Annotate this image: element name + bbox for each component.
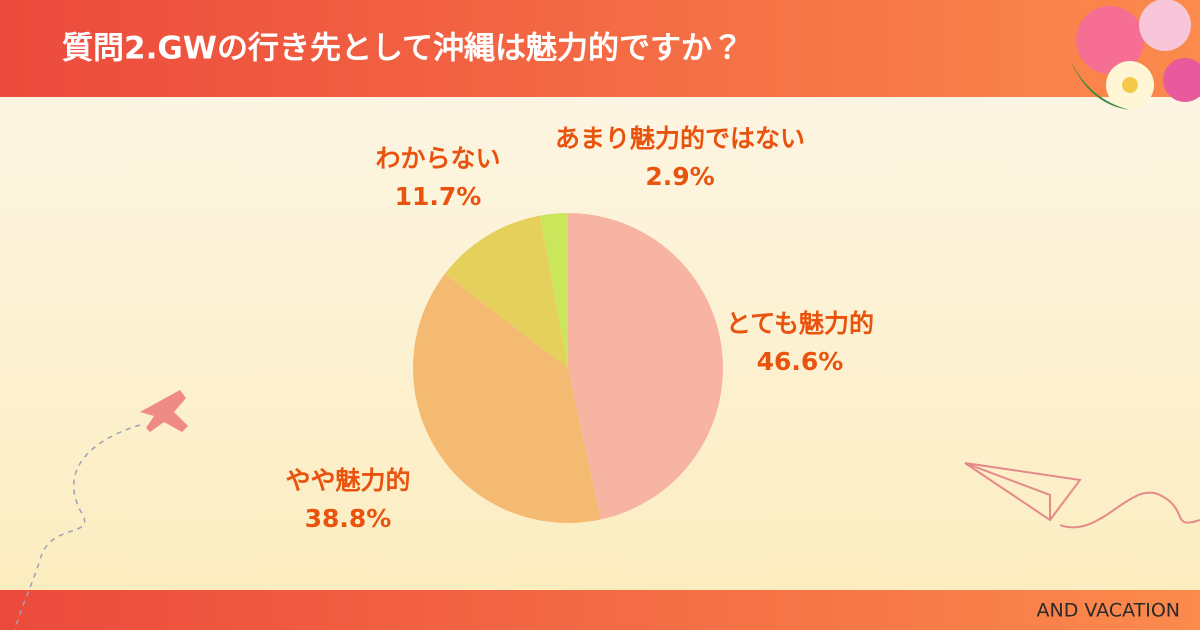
value-label: 46.6% [757, 347, 844, 376]
footer-bar [0, 590, 1200, 630]
paper-plane-decoration [964, 462, 1200, 529]
category-label: とても魅力的 [726, 309, 874, 338]
title-banner [0, 0, 1200, 97]
value-label: 11.7% [395, 182, 482, 211]
category-label: やや魅力的 [285, 466, 410, 495]
value-label: 2.9% [645, 162, 714, 191]
category-label: あまり魅力的ではない [555, 124, 805, 153]
category-label: わからない [375, 144, 500, 173]
plane-decoration [14, 390, 188, 630]
pie [412, 213, 723, 523]
footer-text: AND VACATION [1037, 600, 1181, 622]
pie-slice [412, 273, 601, 523]
pie-slice [539, 213, 568, 368]
chart-title: 質問2.GWの行き先として沖縄は魅力的ですか？ [62, 31, 743, 67]
flower-decoration [1070, 0, 1200, 110]
value-label: 38.8% [305, 504, 392, 533]
pie-slice [568, 213, 723, 520]
pie-slice [444, 215, 568, 368]
